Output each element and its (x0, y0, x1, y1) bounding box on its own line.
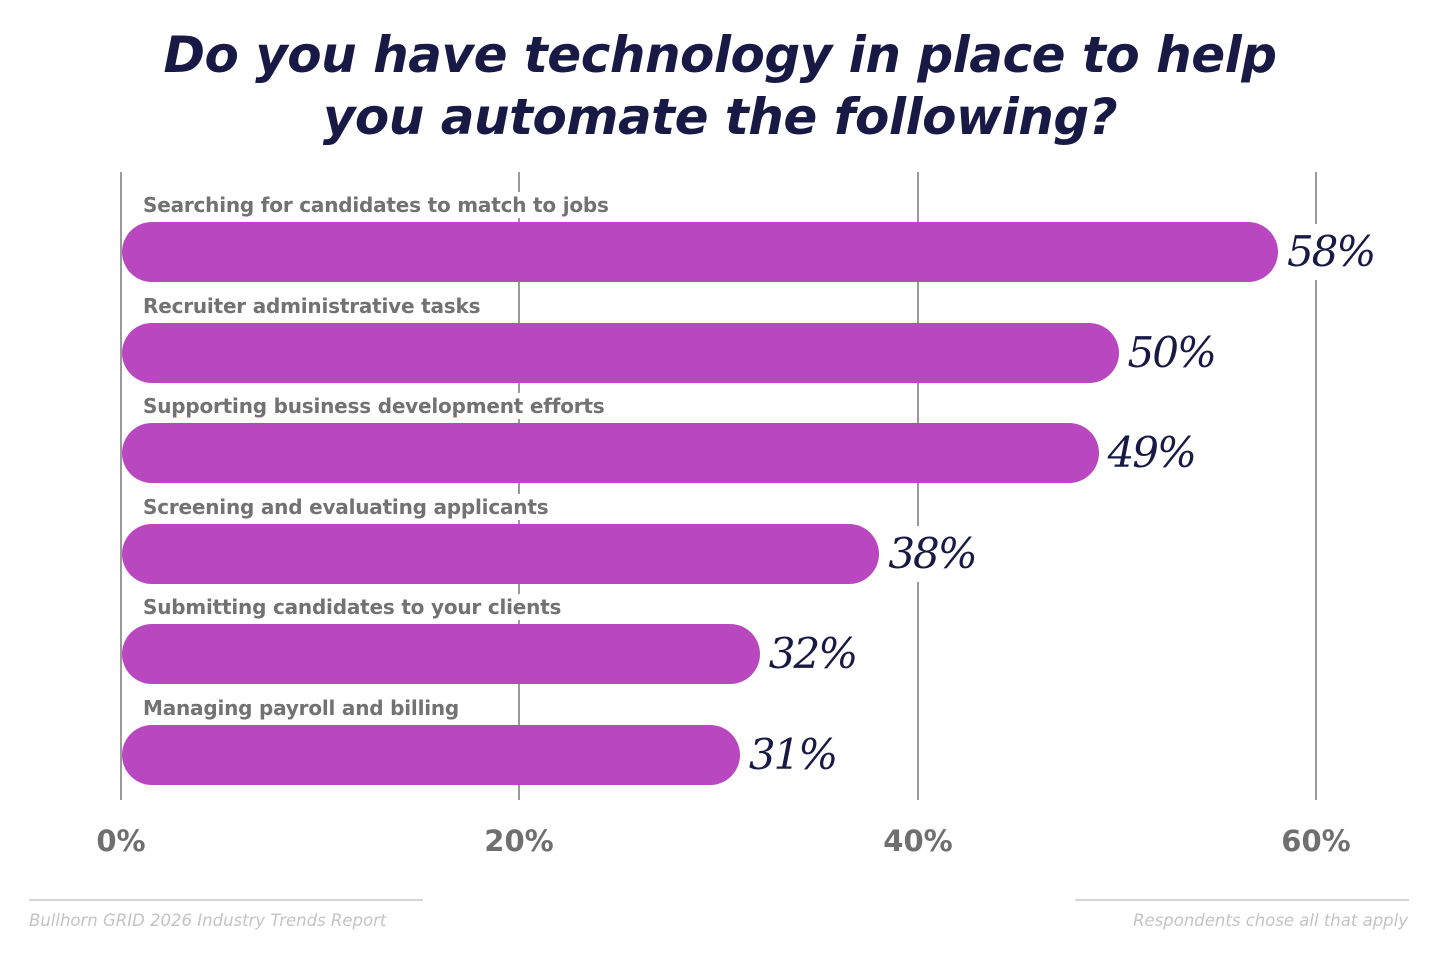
bar (122, 523, 880, 584)
category-label: Supporting business development efforts (143, 393, 609, 419)
value-label: 31% (746, 726, 838, 783)
footer-divider-right (1075, 899, 1409, 901)
bar (122, 423, 1099, 483)
value-label: 50% (1125, 324, 1217, 381)
gridline-60 (1315, 172, 1317, 800)
respondents-note: Respondents chose all that apply (1133, 911, 1408, 930)
chart-title-line-1: Do you have technology in place to help (163, 26, 1277, 84)
x-tick-label: 60% (1281, 824, 1351, 858)
category-label: Searching for candidates to match to job… (143, 192, 613, 218)
bar (122, 322, 1119, 383)
value-label: 49% (1105, 425, 1197, 481)
bar-row: Recruiter administrative tasks 50% (0, 292, 1440, 423)
value-label: 38% (886, 525, 978, 582)
chart-title: Do you have technology in place to help … (0, 24, 1440, 148)
bar (122, 624, 760, 684)
category-label: Recruiter administrative tasks (143, 292, 485, 319)
value-label: 58% (1284, 224, 1376, 280)
chart-title-line-2: you automate the following? (322, 88, 1118, 146)
category-label: Submitting candidates to your clients (143, 594, 566, 620)
category-label: Screening and evaluating applicants (143, 493, 553, 520)
bar (122, 724, 740, 785)
bar-row: Submitting candidates to your clients 32% (0, 594, 1440, 724)
source-note: Bullhorn GRID 2026 Industry Trends Repor… (29, 911, 387, 930)
gridline-40 (917, 172, 919, 800)
x-tick-label: 40% (883, 824, 953, 858)
bar-row: Screening and evaluating applicants 38% (0, 493, 1440, 624)
footer-divider-left (29, 899, 423, 901)
bar-row: Searching for candidates to match to job… (0, 192, 1440, 322)
bar-row: Supporting business development efforts 4… (0, 393, 1440, 523)
bar-row: Managing payroll and billing 31% (0, 694, 1440, 825)
bar (122, 222, 1278, 282)
category-label: Managing payroll and billing (143, 694, 464, 721)
value-label: 32% (766, 626, 858, 682)
gridline-20 (518, 172, 520, 800)
x-tick-label: 20% (484, 824, 554, 858)
x-tick-label: 0% (96, 824, 146, 858)
gridline-0 (120, 172, 122, 800)
